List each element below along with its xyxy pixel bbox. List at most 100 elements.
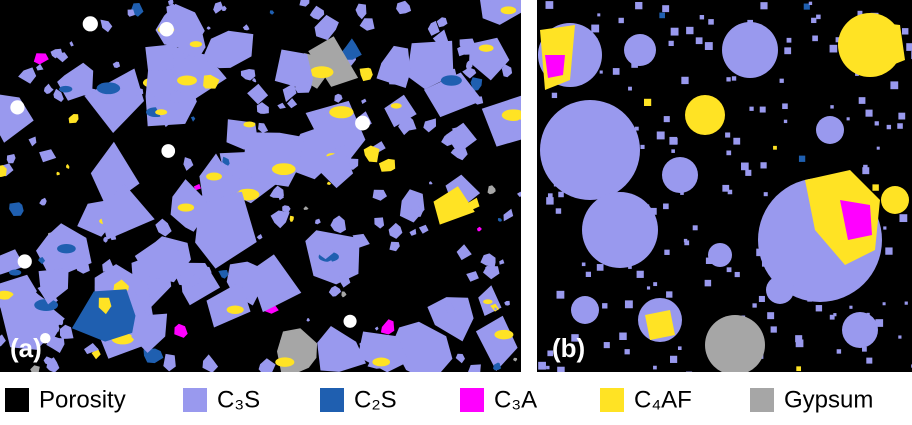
phase-patch	[96, 82, 121, 95]
particle	[374, 217, 385, 229]
voxel	[897, 123, 903, 129]
voxel	[898, 335, 902, 339]
voxel	[795, 339, 804, 348]
particle	[84, 68, 144, 133]
voxel	[597, 13, 601, 17]
voxel	[704, 279, 712, 287]
phase-patch	[840, 200, 872, 240]
particle	[389, 241, 400, 252]
particle	[317, 150, 354, 189]
sphere	[722, 22, 778, 78]
particle	[352, 233, 370, 248]
particle	[53, 88, 64, 102]
pore-void	[40, 332, 51, 344]
sphere	[624, 34, 656, 66]
particle	[163, 353, 176, 372]
particle	[378, 158, 396, 172]
voxel	[546, 365, 550, 370]
particle	[411, 206, 423, 218]
particle	[436, 17, 448, 28]
particle	[59, 324, 74, 339]
particle	[0, 94, 34, 143]
particle	[190, 116, 196, 122]
voxel	[890, 81, 899, 90]
particle	[206, 26, 211, 30]
particle	[218, 270, 229, 279]
particle	[418, 224, 429, 234]
voxel	[835, 37, 841, 43]
phase-patch	[177, 203, 195, 212]
voxel	[669, 136, 678, 145]
voxel	[683, 238, 688, 243]
voxel	[752, 303, 757, 308]
voxel	[726, 150, 732, 156]
phase-patch	[0, 290, 14, 300]
voxel	[783, 119, 788, 124]
particle	[206, 281, 251, 328]
particle	[179, 262, 221, 306]
voxel	[725, 132, 731, 138]
particle	[497, 218, 502, 222]
particle	[9, 202, 24, 216]
voxel	[731, 76, 737, 81]
sphere	[842, 312, 878, 348]
phase-patch	[226, 305, 244, 315]
phase-patch	[57, 244, 76, 254]
particle	[487, 185, 496, 195]
particle	[517, 191, 521, 197]
voxel	[664, 249, 670, 255]
voxel	[558, 191, 564, 198]
particle	[470, 77, 483, 91]
pore-void	[355, 115, 370, 131]
particle	[112, 61, 121, 68]
particle	[341, 291, 347, 298]
voxel	[668, 40, 674, 47]
phase-patch	[545, 55, 565, 78]
pore-void	[161, 144, 176, 158]
particle	[176, 247, 182, 252]
voxel	[760, 2, 768, 10]
particle	[30, 365, 40, 372]
voxel	[596, 264, 604, 271]
particle	[480, 253, 496, 268]
voxel	[591, 24, 600, 33]
particle	[467, 364, 481, 372]
phase-patch	[855, 20, 905, 70]
phase-patch	[442, 193, 459, 202]
phase-patch	[177, 75, 197, 86]
particle	[277, 102, 286, 109]
particle	[287, 98, 298, 109]
voxel	[866, 357, 873, 364]
particle	[69, 41, 74, 47]
voxel	[547, 193, 553, 198]
particle	[174, 323, 188, 338]
voxel	[815, 305, 823, 312]
voxel	[653, 282, 658, 287]
particle	[384, 94, 417, 128]
sphere	[540, 100, 640, 200]
particle	[238, 176, 246, 181]
particle	[494, 307, 497, 311]
particle	[462, 67, 477, 79]
particle	[39, 149, 57, 163]
particle	[71, 289, 141, 342]
phase-patch	[494, 329, 514, 340]
sphere	[582, 192, 658, 268]
voxel	[836, 349, 842, 354]
particle	[222, 156, 230, 166]
phase-patch	[805, 170, 880, 265]
particle	[423, 72, 483, 118]
pore-void	[343, 314, 357, 328]
voxel	[635, 1, 643, 10]
particle	[258, 122, 269, 133]
particle	[480, 0, 521, 25]
voxel	[656, 131, 665, 140]
particle	[221, 5, 227, 11]
legend: Porosity C₃S C₂S C₃A C₄AF Gypsum	[5, 386, 873, 413]
voxel	[546, 197, 554, 205]
legend-swatch	[750, 388, 774, 412]
voxel	[899, 214, 908, 223]
voxel	[758, 295, 765, 303]
particle	[249, 254, 302, 313]
particle	[247, 83, 269, 105]
